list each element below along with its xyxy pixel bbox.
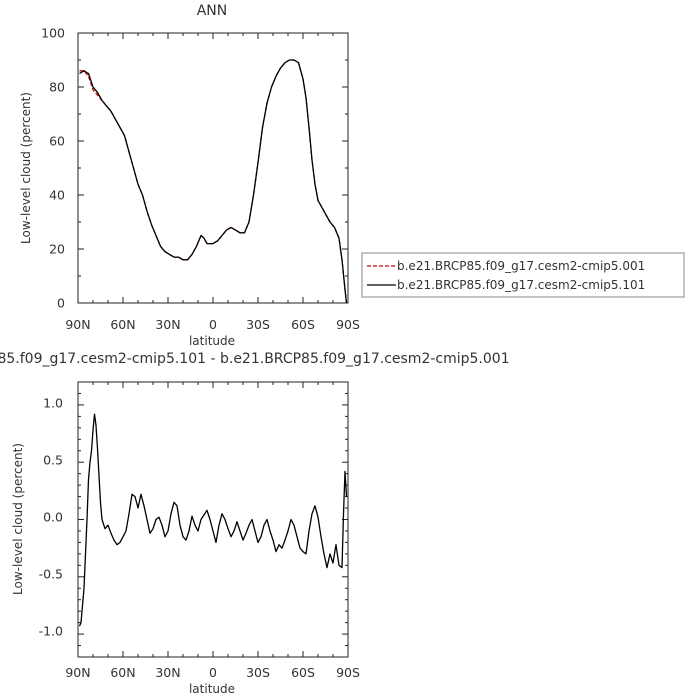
top-x-tick-label-0: 0: [209, 317, 217, 332]
bottom-y-ticks: [78, 381, 348, 658]
bottom-y-tick-label-m1.0: -1.0: [39, 624, 63, 639]
top-y-tick-label-0: 0: [57, 296, 65, 311]
top-y-axis-label: Low-level cloud (percent): [19, 92, 33, 244]
bottom-y-tick-label-m0.5: -0.5: [39, 567, 63, 582]
bottom-x-ticks: [77, 382, 349, 657]
bottom-series-line-0: [78, 413, 348, 627]
bottom-chart: b.e21.BRCP85.f09_g17.cesm2-cmip5.101 - b…: [0, 351, 510, 696]
bottom-y-axis-label: Low-level cloud (percent): [11, 443, 25, 595]
top-y-tick-label-20: 20: [49, 242, 65, 257]
top-y-tick-label-40: 40: [49, 188, 65, 203]
top-x-tick-label-90S: 90S: [336, 317, 360, 332]
top-series-line-0: [79, 59, 348, 304]
bottom-x-tick-label-30S: 30S: [246, 665, 270, 680]
legend: b.e21.BRCP85.f09_g17.cesm2-cmip5.001 b.e…: [361, 252, 685, 298]
bottom-y-tick-label-0.0: 0.0: [43, 510, 63, 525]
bottom-x-tick-label-0: 0: [209, 665, 217, 680]
top-series-lines: [79, 59, 348, 304]
legend-label-001: b.e21.BRCP85.f09_g17.cesm2-cmip5.001: [397, 259, 645, 273]
bottom-chart-title: b.e21.BRCP85.f09_g17.cesm2-cmip5.101 - b…: [0, 351, 510, 367]
top-x-tick-label-90N: 90N: [65, 317, 90, 332]
top-x-tick-label-60S: 60S: [291, 317, 315, 332]
bottom-x-tick-label-30N: 30N: [155, 665, 180, 680]
top-x-tick-label-30N: 30N: [155, 317, 180, 332]
top-x-ticks: [77, 33, 349, 303]
bottom-x-tick-label-90N: 90N: [65, 665, 90, 680]
bottom-series-lines: [78, 413, 348, 627]
top-series-line-1: [79, 59, 348, 304]
bottom-x-tick-label-60S: 60S: [291, 665, 315, 680]
top-y-tick-label-100: 100: [41, 26, 65, 41]
legend-label-101: b.e21.BRCP85.f09_g17.cesm2-cmip5.101: [397, 278, 645, 292]
top-chart-title: ANN: [197, 3, 228, 19]
top-x-tick-label-60N: 60N: [110, 317, 135, 332]
bottom-y-tick-label-0.5: 0.5: [43, 453, 63, 468]
bottom-x-tick-label-60N: 60N: [110, 665, 135, 680]
top-plot-frame: [77, 32, 349, 304]
top-y-tick-label-60: 60: [49, 134, 65, 149]
bottom-plot-frame: [77, 381, 349, 658]
top-y-tick-label-80: 80: [49, 80, 65, 95]
bottom-x-tick-label-90S: 90S: [336, 665, 360, 680]
bottom-y-tick-label-1.0: 1.0: [43, 396, 63, 411]
bottom-x-axis-label: latitude: [189, 682, 235, 696]
top-chart: ANN 90N 60N 30N 0 30S 60S 90S 0 20 40 60…: [19, 3, 685, 348]
legend-box: [361, 252, 685, 298]
top-x-tick-label-30S: 30S: [246, 317, 270, 332]
top-y-ticks: [78, 32, 348, 304]
top-x-axis-label: latitude: [189, 334, 235, 348]
